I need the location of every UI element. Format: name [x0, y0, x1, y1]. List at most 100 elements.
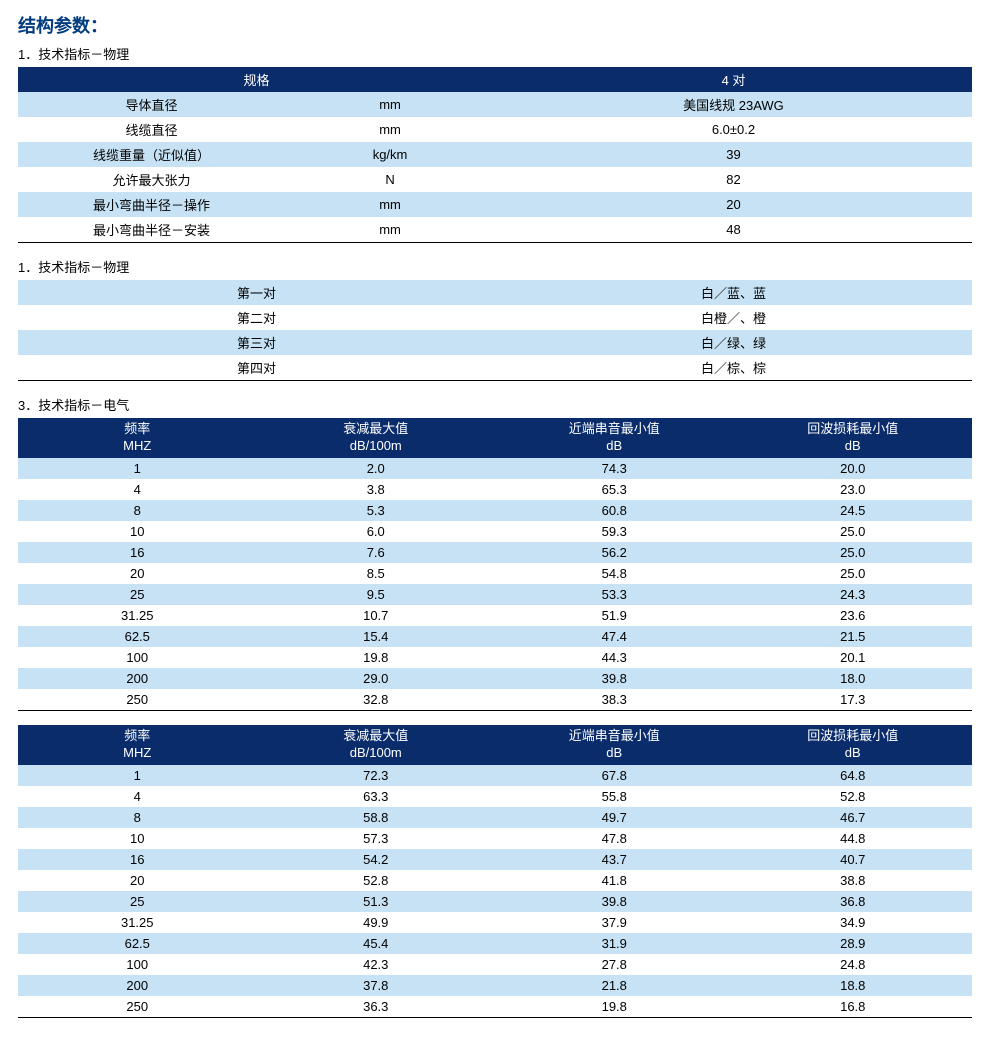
cell-atten: 29.0 [257, 668, 496, 689]
header-atten: 衰减最大值dB/100m [257, 418, 496, 458]
cell-return: 24.8 [734, 954, 973, 975]
table-row: 31.2549.937.934.9 [18, 912, 972, 933]
cell-freq: 10 [18, 828, 257, 849]
section1-label: 1．技术指标－物理 [18, 44, 972, 63]
cell-return: 18.0 [734, 668, 973, 689]
cell-return: 24.3 [734, 584, 973, 605]
cell-atten: 8.5 [257, 563, 496, 584]
cell-return: 46.7 [734, 807, 973, 828]
cell-spec: 允许最大张力 [18, 167, 285, 192]
cell-atten: 7.6 [257, 542, 496, 563]
cell-return: 25.0 [734, 521, 973, 542]
cell-unit: mm [285, 192, 495, 217]
table-row: 线缆直径mm6.0±0.2 [18, 117, 972, 142]
table-row: 20037.821.818.8 [18, 975, 972, 996]
cell-atten: 57.3 [257, 828, 496, 849]
cell-atten: 51.3 [257, 891, 496, 912]
cell-next: 67.8 [495, 765, 734, 786]
table-row: 31.2510.751.923.6 [18, 605, 972, 626]
cell-next: 41.8 [495, 870, 734, 891]
cell-next: 53.3 [495, 584, 734, 605]
cell-atten: 58.8 [257, 807, 496, 828]
table-row: 10019.844.320.1 [18, 647, 972, 668]
cell-freq: 4 [18, 479, 257, 500]
table-row: 12.074.320.0 [18, 458, 972, 479]
cell-freq: 10 [18, 521, 257, 542]
cell-spec: 导体直径 [18, 92, 285, 117]
cell-atten: 72.3 [257, 765, 496, 786]
cell-freq: 4 [18, 786, 257, 807]
cell-next: 27.8 [495, 954, 734, 975]
table-header-row: 规格 4 对 [18, 67, 972, 92]
cell-return: 16.8 [734, 996, 973, 1018]
cell-next: 37.9 [495, 912, 734, 933]
cell-freq: 25 [18, 891, 257, 912]
cell-value: 6.0±0.2 [495, 117, 972, 142]
table-row: 208.554.825.0 [18, 563, 972, 584]
cell-freq: 100 [18, 954, 257, 975]
cell-atten: 15.4 [257, 626, 496, 647]
cell-unit: mm [285, 217, 495, 243]
cell-freq: 100 [18, 647, 257, 668]
cell-next: 74.3 [495, 458, 734, 479]
cell-spec: 最小弯曲半径－安装 [18, 217, 285, 243]
table-row: 62.545.431.928.9 [18, 933, 972, 954]
table-row: 第三对白／绿、绿 [18, 330, 972, 355]
cell-freq: 200 [18, 668, 257, 689]
table-row: 2052.841.838.8 [18, 870, 972, 891]
cell-freq: 31.25 [18, 912, 257, 933]
table-row: 2551.339.836.8 [18, 891, 972, 912]
header-next: 近端串音最小值dB [495, 418, 734, 458]
table-row: 463.355.852.8 [18, 786, 972, 807]
header-spec: 规格 [18, 67, 495, 92]
cell-return: 34.9 [734, 912, 973, 933]
cell-next: 39.8 [495, 891, 734, 912]
header-return: 回波损耗最小值dB [734, 418, 973, 458]
header-value: 4 对 [495, 67, 972, 92]
cell-freq: 16 [18, 849, 257, 870]
table-header-row: 频率MHZ 衰减最大值dB/100m 近端串音最小值dB 回波损耗最小值dB [18, 418, 972, 458]
electrical-table-2: 频率MHZ 衰减最大值dB/100m 近端串音最小值dB 回波损耗最小值dB 1… [18, 725, 972, 1018]
cell-return: 23.6 [734, 605, 973, 626]
cell-return: 17.3 [734, 689, 973, 711]
cell-return: 38.8 [734, 870, 973, 891]
cell-pair: 第三对 [18, 330, 495, 355]
cell-return: 28.9 [734, 933, 973, 954]
header-freq: 频率MHZ [18, 418, 257, 458]
cell-pair: 第一对 [18, 280, 495, 305]
cell-next: 55.8 [495, 786, 734, 807]
cell-value: 39 [495, 142, 972, 167]
cell-atten: 42.3 [257, 954, 496, 975]
physical-spec-table: 规格 4 对 导体直径mm美国线规 23AWG线缆直径mm6.0±0.2线缆重量… [18, 67, 972, 243]
cell-return: 40.7 [734, 849, 973, 870]
pair-color-table: 第一对白／蓝、蓝第二对白橙／、橙第三对白／绿、绿第四对白／棕、棕 [18, 280, 972, 381]
cell-atten: 2.0 [257, 458, 496, 479]
cell-freq: 25 [18, 584, 257, 605]
cell-value: 82 [495, 167, 972, 192]
cell-atten: 52.8 [257, 870, 496, 891]
table-row: 106.059.325.0 [18, 521, 972, 542]
cell-unit: N [285, 167, 495, 192]
cell-atten: 49.9 [257, 912, 496, 933]
cell-next: 38.3 [495, 689, 734, 711]
table-header-row: 频率MHZ 衰减最大值dB/100m 近端串音最小值dB 回波损耗最小值dB [18, 725, 972, 765]
table-row: 259.553.324.3 [18, 584, 972, 605]
table-row: 线缆重量（近似值）kg/km39 [18, 142, 972, 167]
cell-return: 20.1 [734, 647, 973, 668]
electrical-table-1: 频率MHZ 衰减最大值dB/100m 近端串音最小值dB 回波损耗最小值dB 1… [18, 418, 972, 711]
cell-color: 白橙／、橙 [495, 305, 972, 330]
cell-color: 白／绿、绿 [495, 330, 972, 355]
cell-return: 24.5 [734, 500, 973, 521]
table-row: 导体直径mm美国线规 23AWG [18, 92, 972, 117]
section3-label: 3．技术指标－电气 [18, 395, 972, 414]
header-atten: 衰减最大值dB/100m [257, 725, 496, 765]
table-row: 172.367.864.8 [18, 765, 972, 786]
cell-return: 64.8 [734, 765, 973, 786]
header-freq: 频率MHZ [18, 725, 257, 765]
cell-return: 36.8 [734, 891, 973, 912]
cell-atten: 54.2 [257, 849, 496, 870]
table-row: 1057.347.844.8 [18, 828, 972, 849]
cell-freq: 200 [18, 975, 257, 996]
cell-spec: 最小弯曲半径－操作 [18, 192, 285, 217]
cell-freq: 62.5 [18, 626, 257, 647]
